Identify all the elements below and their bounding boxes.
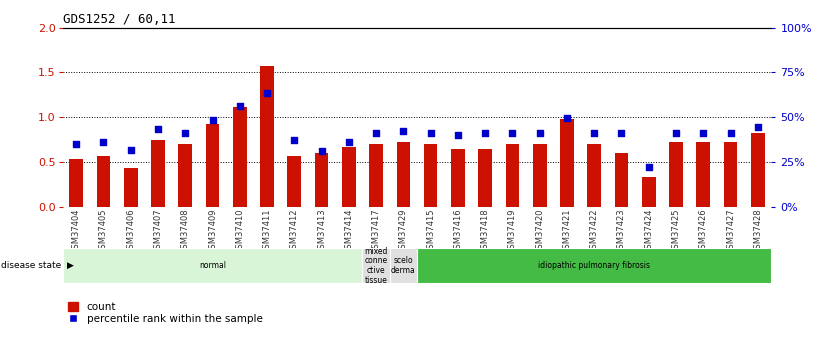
Point: [751, 125, 765, 130]
Point: [560, 116, 574, 121]
Point: [369, 131, 383, 136]
Bar: [615, 153, 628, 207]
Point: [724, 130, 737, 135]
Bar: [587, 144, 601, 207]
Bar: [69, 159, 83, 207]
Bar: [669, 142, 683, 207]
Point: [288, 137, 301, 142]
Point: [69, 141, 83, 147]
Bar: [63, 248, 363, 283]
Bar: [396, 142, 410, 207]
Bar: [696, 141, 710, 207]
Bar: [560, 119, 574, 207]
Point: [178, 130, 192, 135]
Point: [479, 131, 492, 136]
Bar: [417, 248, 771, 283]
Bar: [724, 141, 737, 207]
Text: normal: normal: [199, 261, 226, 270]
Point: [342, 139, 355, 144]
Point: [97, 140, 110, 145]
Point: [696, 130, 710, 135]
Bar: [369, 144, 383, 207]
Text: idiopathic pulmonary fibrosis: idiopathic pulmonary fibrosis: [538, 261, 651, 270]
Point: [397, 128, 410, 134]
Bar: [363, 248, 389, 283]
Point: [206, 117, 219, 123]
Bar: [751, 134, 765, 207]
Point: [260, 90, 274, 96]
Bar: [505, 144, 520, 207]
Bar: [642, 177, 656, 207]
Bar: [479, 149, 492, 207]
Bar: [97, 156, 110, 207]
Bar: [288, 156, 301, 207]
Point: [615, 131, 628, 136]
Text: disease state  ▶: disease state ▶: [1, 261, 73, 270]
Bar: [233, 107, 247, 207]
Point: [315, 149, 329, 154]
Point: [151, 126, 164, 132]
Bar: [151, 140, 165, 207]
Point: [424, 131, 437, 136]
Bar: [124, 168, 138, 207]
Text: scelo
derma: scelo derma: [391, 256, 415, 275]
Text: mixed
conne
ctive
tissue: mixed conne ctive tissue: [364, 247, 388, 285]
Point: [234, 103, 247, 108]
Bar: [260, 66, 274, 207]
Bar: [533, 144, 546, 207]
Bar: [178, 144, 192, 207]
Bar: [342, 147, 355, 207]
Bar: [314, 153, 329, 207]
Bar: [206, 125, 219, 207]
Point: [505, 131, 519, 136]
Legend: count, percentile rank within the sample: count, percentile rank within the sample: [68, 302, 263, 324]
Bar: [424, 144, 438, 207]
Point: [124, 148, 138, 153]
Point: [587, 130, 600, 135]
Bar: [451, 149, 465, 207]
Bar: [389, 248, 417, 283]
Point: [451, 132, 465, 138]
Point: [642, 164, 656, 169]
Point: [670, 130, 683, 135]
Point: [533, 130, 546, 135]
Text: GDS1252 / 60,11: GDS1252 / 60,11: [63, 13, 175, 27]
